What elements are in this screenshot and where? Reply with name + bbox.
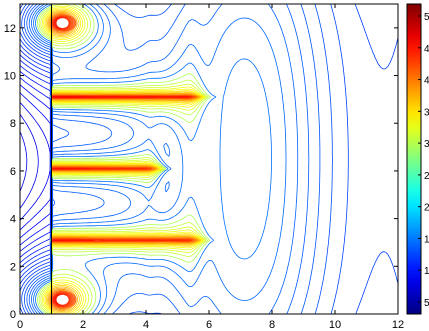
contour-level-2 bbox=[20, 102, 51, 221]
contour-level-23 bbox=[40, 4, 207, 314]
contour-level-25 bbox=[43, 7, 205, 314]
colorbar-tick-label: 2 bbox=[424, 171, 429, 182]
contour-level-6 bbox=[20, 70, 52, 252]
contour-level-15 bbox=[23, 4, 333, 314]
contour-level-7 bbox=[20, 65, 52, 258]
y-tick-label: 2 bbox=[10, 261, 16, 273]
contour-lines bbox=[20, 4, 398, 314]
colorbar bbox=[406, 3, 422, 315]
y-tick-label: 12 bbox=[4, 23, 16, 35]
contour-level-28 bbox=[47, 10, 201, 313]
contour-level-29 bbox=[48, 11, 200, 312]
contour-level-0 bbox=[20, 131, 28, 192]
y-tick-label: 0 bbox=[10, 309, 16, 321]
contour-level-16 bbox=[26, 4, 321, 314]
contour-level-21 bbox=[37, 4, 211, 314]
source-core-0 bbox=[56, 18, 69, 29]
y-tick-label: 10 bbox=[4, 71, 16, 83]
contour-level-26 bbox=[44, 8, 204, 314]
contour-level-10 bbox=[20, 49, 52, 274]
contour-level-3 bbox=[20, 92, 51, 231]
contour-level-19 bbox=[33, 4, 287, 314]
y-tick-label: 6 bbox=[10, 166, 16, 178]
colorbar-tick-label: 4 bbox=[424, 44, 429, 55]
colorbar-tick-label: 5 bbox=[424, 298, 429, 309]
colorbar-ticks: 5 4 4 3 3 2 2 1 1 5 bbox=[418, 12, 429, 309]
x-tick-label: 12 bbox=[392, 319, 404, 331]
contour-level-20 bbox=[35, 4, 272, 314]
contour-level-27 bbox=[45, 9, 202, 314]
colorbar-tick-label: 4 bbox=[424, 76, 429, 87]
x-tick-label: 0 bbox=[17, 319, 23, 331]
x-tick-label: 10 bbox=[329, 319, 341, 331]
colorbar-gradient bbox=[406, 3, 422, 315]
colorbar-tick-label: 3 bbox=[424, 139, 429, 150]
source-core-1 bbox=[56, 294, 69, 305]
y-axis: 0 2 4 6 8 10 12 bbox=[4, 23, 398, 321]
colorbar-tick-label: 1 bbox=[424, 234, 429, 245]
x-tick-label: 2 bbox=[80, 319, 86, 331]
colorbar-tick-label: 5 bbox=[424, 12, 429, 23]
contour-level-9 bbox=[20, 54, 52, 269]
y-tick-label: 8 bbox=[10, 118, 16, 130]
contour-level-11 bbox=[20, 44, 52, 279]
contour-level-18 bbox=[31, 4, 299, 314]
contour-level-1 bbox=[20, 114, 39, 209]
colorbar-tick-label: 1 bbox=[424, 266, 429, 277]
y-tick-label: 4 bbox=[10, 214, 16, 226]
x-tick-label: 4 bbox=[143, 319, 149, 331]
x-tick-label: 8 bbox=[269, 319, 275, 331]
x-tick-label: 6 bbox=[206, 319, 212, 331]
contour-level-5 bbox=[20, 77, 51, 246]
colorbar-tick-label: 3 bbox=[424, 107, 429, 118]
contour-level-8 bbox=[20, 59, 52, 264]
contour-level-17 bbox=[28, 4, 310, 314]
x-axis: 0 2 4 6 8 10 12 bbox=[17, 4, 404, 331]
colorbar-tick-label: 2 bbox=[424, 203, 429, 214]
